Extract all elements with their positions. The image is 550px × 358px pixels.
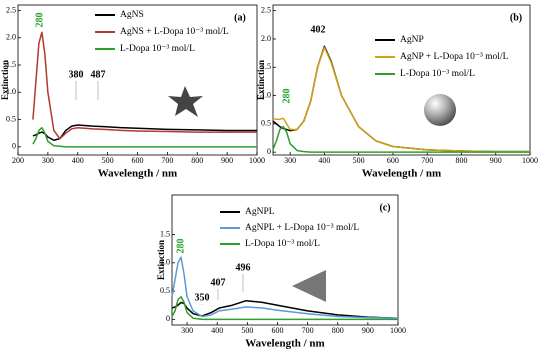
x-tick-label: 1000	[249, 156, 265, 165]
series-line	[272, 46, 530, 153]
legend-label: AgNP	[400, 35, 424, 45]
x-axis-label: Wavelength / nm	[98, 168, 177, 180]
y-tick-label: 1.0	[261, 90, 271, 99]
x-tick-label: 700	[302, 326, 314, 335]
panel-label: (a)	[234, 12, 246, 23]
x-tick-label: 200	[12, 156, 24, 165]
annotation: 407	[211, 277, 226, 288]
annotation: 280	[34, 13, 45, 28]
series-line	[32, 126, 257, 148]
y-axis-label: Extinction	[256, 60, 266, 100]
annotation: 280	[281, 89, 292, 104]
x-tick-label: 1000	[390, 326, 406, 335]
x-tick-label: 500	[102, 156, 114, 165]
x-axis-label: Wavelength / nm	[362, 168, 441, 180]
legend-label: L-Dopa 10⁻³ mol/L	[245, 239, 320, 249]
legend-label: L-Dopa 10⁻³ mol/L	[400, 69, 475, 79]
x-tick-label: 500	[353, 156, 365, 165]
y-axis-label: Extinction	[156, 240, 166, 280]
x-tick-label: 300	[42, 156, 54, 165]
series-line	[171, 295, 398, 321]
y-tick-label: 1.5	[6, 60, 16, 69]
plot-frame	[272, 4, 531, 156]
x-tick-label: 400	[211, 326, 223, 335]
y-tick-label: 0.5	[6, 114, 16, 123]
x-tick-label: 500	[241, 326, 253, 335]
y-tick-label: 1.5	[261, 62, 271, 71]
legend-label: AgNS + L-Dopa 10⁻³ mol/L	[120, 27, 229, 37]
series-line	[171, 256, 399, 319]
triangle-icon	[292, 270, 326, 302]
y-tick-label: 2.0	[6, 33, 16, 42]
annotation: 350	[195, 292, 210, 303]
x-tick-label: 700	[161, 156, 173, 165]
x-tick-label: 800	[191, 156, 203, 165]
y-tick-label: 0	[166, 314, 170, 323]
panel-label: (b)	[510, 12, 522, 23]
y-tick-label: 2.5	[6, 5, 16, 14]
y-tick-label: 0	[267, 147, 271, 156]
legend-label: L-Dopa 10⁻³ mol/L	[120, 44, 195, 54]
x-tick-label: 600	[271, 326, 283, 335]
x-tick-label: 600	[132, 156, 144, 165]
annotation: 487	[91, 69, 106, 80]
x-tick-label: 400	[72, 156, 84, 165]
legend-label: AgNPL + L-Dopa 10⁻³ mol/L	[245, 223, 359, 233]
x-tick-label: 900	[490, 156, 502, 165]
y-tick-label: 2.0	[261, 34, 271, 43]
legend-label: AgNS	[120, 10, 144, 20]
annotation: 496	[236, 262, 251, 273]
series-line	[272, 125, 530, 153]
y-tick-label: 0.5	[261, 119, 271, 128]
legend-label: AgNP + L-Dopa 10⁻³ mol/L	[400, 52, 509, 62]
y-tick-label: 1.0	[160, 258, 170, 267]
y-tick-label: 1.5	[160, 229, 170, 238]
annotation: 380	[69, 69, 84, 80]
x-axis-label: Wavelength / nm	[245, 338, 324, 350]
x-tick-label: 800	[455, 156, 467, 165]
series-line	[32, 31, 257, 140]
x-tick-label: 900	[362, 326, 374, 335]
y-tick-label: 0	[12, 142, 16, 151]
legend-label: AgNPL	[245, 207, 275, 217]
x-tick-label: 900	[221, 156, 233, 165]
x-tick-label: 300	[181, 326, 193, 335]
x-tick-label: 1000	[522, 156, 538, 165]
plot-frame	[171, 194, 399, 326]
series-line	[32, 124, 257, 142]
y-tick-label: 2.5	[261, 5, 271, 14]
sphere-icon	[424, 94, 456, 126]
star-icon	[168, 86, 203, 117]
y-axis-label: Extinction	[0, 60, 10, 100]
panel-label: (c)	[379, 202, 390, 213]
annotation: 402	[311, 24, 326, 35]
x-tick-label: 400	[318, 156, 330, 165]
x-tick-label: 700	[421, 156, 433, 165]
y-tick-label: 1.0	[6, 87, 16, 96]
x-tick-label: 300	[284, 156, 296, 165]
annotation: 280	[175, 239, 186, 254]
x-tick-label: 600	[387, 156, 399, 165]
series-line	[171, 299, 399, 319]
x-tick-label: 800	[332, 326, 344, 335]
y-tick-label: 0.5	[160, 286, 170, 295]
